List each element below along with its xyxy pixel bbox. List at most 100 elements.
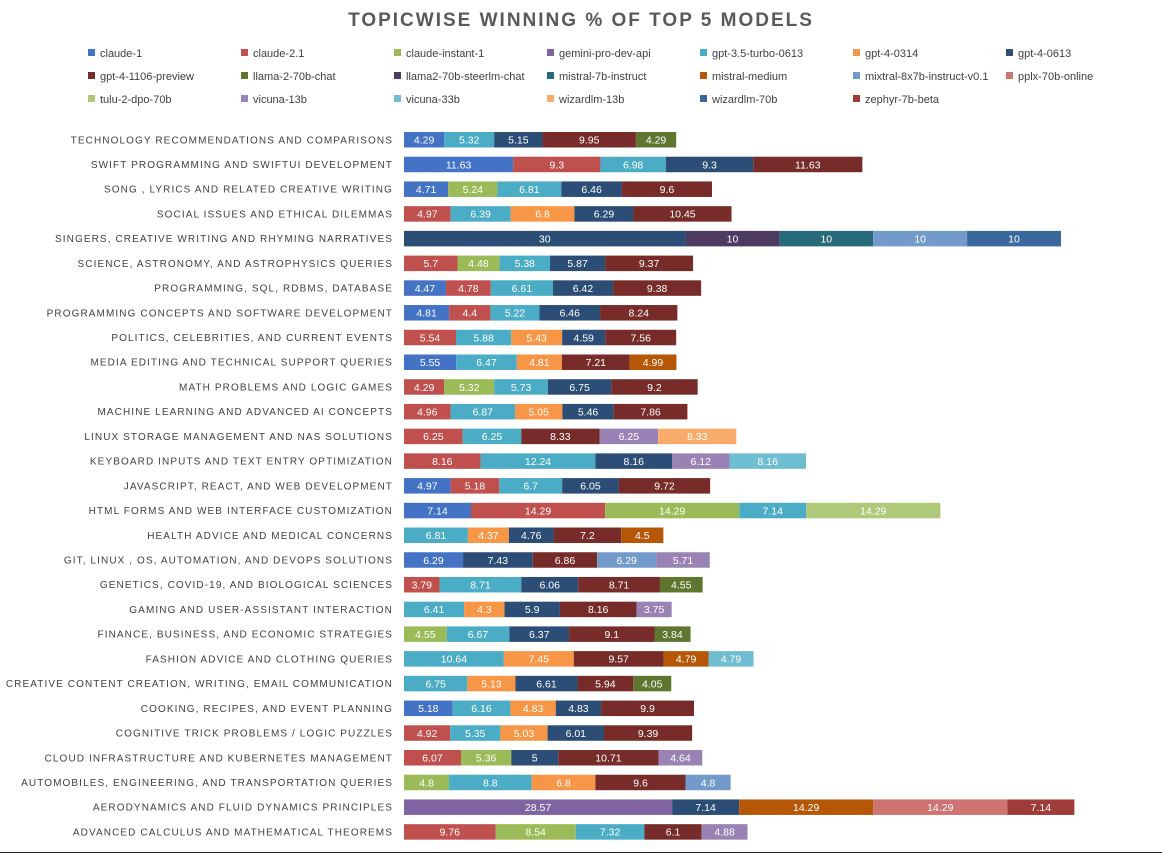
bar-value-label: 6.87 — [473, 406, 494, 418]
bar-value-label: 8.54 — [525, 827, 546, 839]
bar-value-label: 3.75 — [644, 604, 665, 616]
bar-segment — [561, 181, 622, 197]
bar-value-label: 5.38 — [515, 258, 536, 270]
legend-swatch — [853, 49, 860, 56]
legend-item: llama-2-70b-chat — [241, 71, 336, 83]
bar-value-label: 3.84 — [662, 629, 683, 641]
bar-segment — [562, 478, 619, 494]
bar-segment — [503, 651, 574, 667]
legend-label: gemini-pro-dev-api — [559, 48, 651, 60]
legend-swatch — [88, 95, 95, 102]
legend-swatch — [547, 72, 554, 79]
bar-value-label: 4.29 — [646, 135, 667, 147]
bar-segment — [656, 552, 710, 568]
bar-segment — [515, 675, 578, 692]
bar-value-label: 5.35 — [465, 728, 486, 740]
category-label: SINGERS, CREATIVE WRITING AND RHYMING NA… — [55, 234, 393, 245]
bar-value-label: 9.76 — [440, 827, 461, 839]
bar-segment — [444, 379, 495, 395]
bar-value-label: 5.7 — [423, 258, 438, 270]
bar-segment — [665, 156, 754, 173]
bar-segment — [462, 428, 522, 445]
bar-segment — [532, 552, 598, 568]
bar-value-label: 7.86 — [640, 406, 661, 418]
bar-segment — [708, 651, 754, 667]
bar-segment — [404, 403, 451, 420]
bar-segment — [404, 527, 468, 544]
bar-segment — [449, 305, 491, 321]
legend-swatch — [88, 49, 95, 56]
bar-segment — [404, 576, 440, 593]
bottom-divider — [0, 852, 1162, 853]
bar-segment — [449, 774, 532, 791]
legend-label: gpt-4-0613 — [1018, 48, 1072, 60]
bar-segment — [404, 230, 686, 247]
legend-item: zephyr-7b-beta — [853, 94, 939, 106]
category-label: LINUX STORAGE MANAGEMENT AND NAS SOLUTIO… — [84, 432, 393, 443]
bar-value-label: 8.16 — [758, 456, 779, 468]
category-label: SOCIAL ISSUES AND ETHICAL DILEMMAS — [157, 209, 393, 220]
legend-label: mixtral-8x7b-instruct-v0.1 — [865, 71, 989, 83]
category-label: MACHINE LEARNING AND ADVANCED AI CONCEPT… — [97, 407, 393, 418]
bar-value-label: 4.83 — [568, 703, 589, 715]
bar-value-label: 4.97 — [417, 209, 438, 221]
bar-segment — [559, 601, 637, 618]
legend-label: vicuna-33b — [406, 94, 460, 106]
category-label: SCIENCE, ASTRONOMY, AND ASTROPHYSICS QUE… — [78, 259, 394, 270]
bar-segment — [404, 824, 496, 840]
bar-segment — [873, 230, 968, 247]
category-label: FINANCE, BUSINESS, AND ECONOMIC STRATEGI… — [98, 630, 394, 641]
bar-segment — [635, 132, 677, 148]
legend-label: gpt-3.5-turbo-0613 — [712, 48, 804, 60]
bar-value-label: 8.33 — [550, 431, 571, 443]
bar-value-label: 6.42 — [573, 283, 594, 295]
bar-segment — [464, 601, 505, 618]
bar-value-label: 4.76 — [521, 530, 542, 542]
bar-segment — [510, 700, 556, 717]
bar-value-label: 5.13 — [481, 678, 502, 690]
bar-segment — [456, 354, 517, 370]
category-label: AERODYNAMICS AND FLUID DYNAMICS PRINCIPL… — [93, 803, 393, 814]
bar-segment — [539, 305, 601, 321]
bar-segment — [450, 478, 500, 494]
bar-segment — [404, 305, 450, 321]
bar-value-label: 5.87 — [567, 258, 588, 270]
category-label: GIT, LINUX , OS, AUTOMATION, AND DEVOPS … — [64, 555, 393, 566]
legend-label: gpt-4-1106-preview — [100, 71, 194, 83]
bar-value-label: 6.07 — [422, 753, 443, 765]
bar-segment — [613, 403, 688, 420]
bar-value-label: 5.18 — [418, 703, 439, 715]
bar-value-label: 4.05 — [642, 678, 663, 690]
bar-value-label: 6.29 — [616, 555, 637, 567]
bar-value-label: 5.05 — [529, 406, 550, 418]
bar-value-label: 4.59 — [573, 332, 594, 344]
bar-value-label: 4.79 — [676, 654, 697, 666]
bar-segment — [499, 255, 551, 272]
legend-item: gpt-4-0613 — [1006, 48, 1071, 60]
bar-segment — [654, 626, 691, 642]
bar-value-label: 9.6 — [633, 777, 648, 789]
bar-segment — [561, 354, 630, 370]
bar-segment — [574, 206, 634, 222]
bar-segment — [633, 675, 672, 692]
bar-value-label: 5.32 — [459, 382, 480, 394]
bar-value-label: 6.8 — [535, 209, 550, 221]
legend-item: gpt-3.5-turbo-0613 — [700, 48, 803, 60]
bar-value-label: 4.3 — [477, 604, 492, 616]
bar-segment — [404, 478, 451, 494]
bar-segment — [873, 799, 1008, 815]
bar-value-label: 6.29 — [594, 209, 615, 221]
bar-segment — [457, 255, 500, 272]
bar-value-label: 8.16 — [588, 604, 609, 616]
bar-value-label: 14.29 — [927, 802, 953, 814]
category-label: HTML FORMS AND WEB INTERFACE CUSTOMIZATI… — [89, 506, 393, 517]
legend-label: mistral-medium — [712, 71, 788, 83]
bar-segment — [404, 750, 461, 766]
legend-item: mixtral-8x7b-instruct-v0.1 — [853, 71, 988, 83]
bar-value-label: 4.37 — [478, 530, 499, 542]
bar-value-label: 7.14 — [1031, 802, 1052, 814]
bar-value-label: 8.71 — [470, 580, 491, 592]
category-label: MATH PROBLEMS AND LOGIC GAMES — [179, 382, 393, 393]
bar-value-label: 9.2 — [647, 382, 662, 394]
bar-segment — [558, 750, 659, 766]
